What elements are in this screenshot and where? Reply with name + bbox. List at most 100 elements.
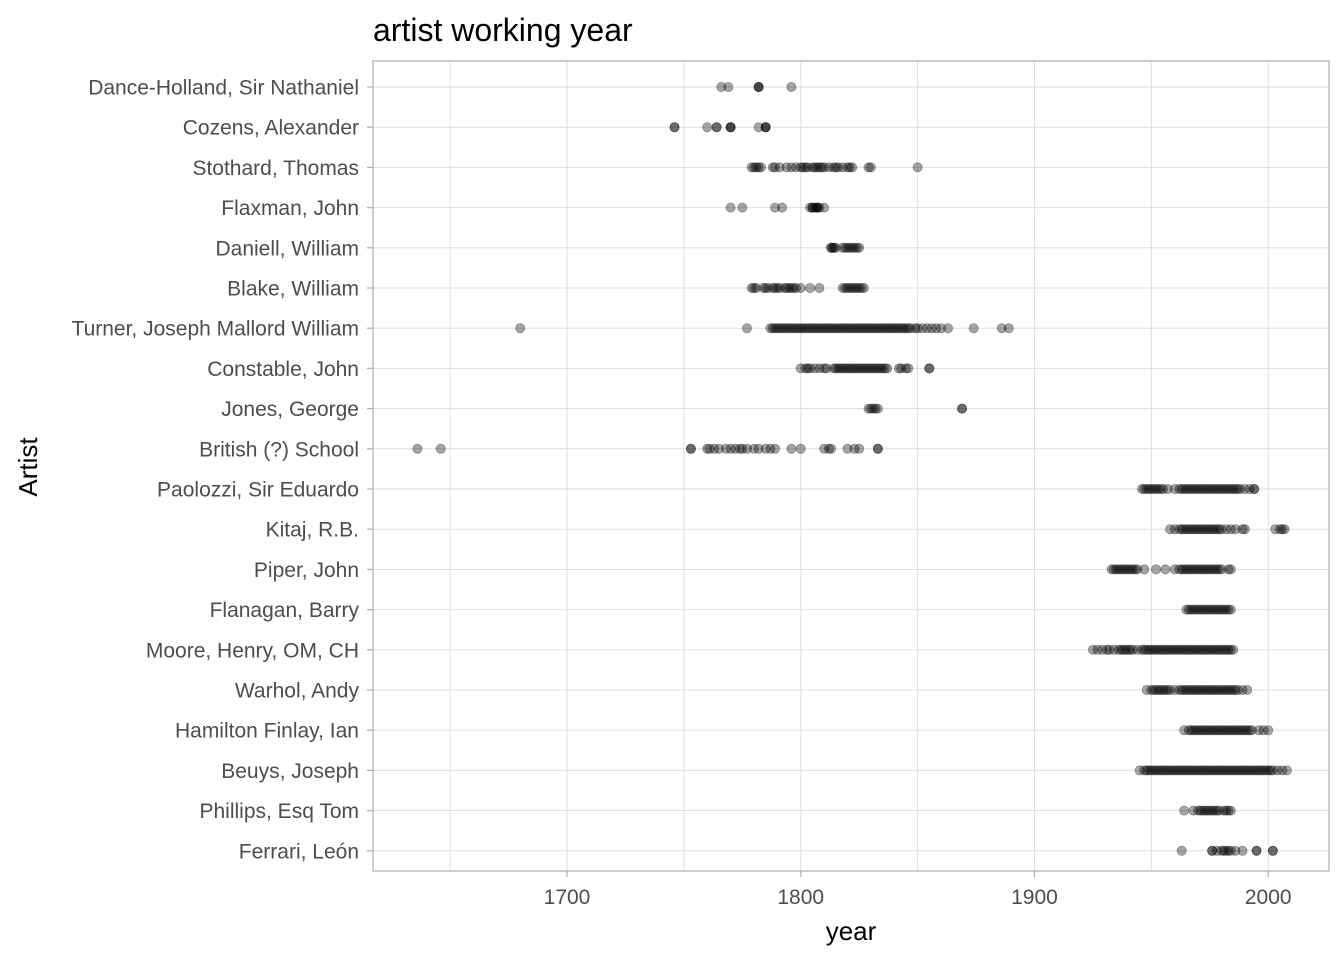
data-point (884, 323, 895, 334)
data-point (1183, 483, 1194, 494)
data-point (669, 122, 680, 133)
data-point (1153, 685, 1164, 696)
data-point (1197, 765, 1208, 776)
data-point (856, 363, 867, 374)
data-point (1214, 805, 1225, 816)
data-point (1272, 765, 1283, 776)
data-point (1225, 765, 1236, 776)
data-point (837, 242, 848, 253)
data-point (1232, 483, 1243, 494)
data-point (800, 363, 811, 374)
data-point (1197, 604, 1208, 615)
data-point (1221, 483, 1232, 494)
data-point (1223, 483, 1234, 494)
data-point (1181, 604, 1192, 615)
data-point (847, 162, 858, 173)
data-point (1132, 564, 1143, 575)
x-tick-label: 2000 (1245, 886, 1292, 909)
data-point (1160, 685, 1171, 696)
data-point (1146, 765, 1157, 776)
data-point (1211, 845, 1222, 856)
data-point (767, 162, 778, 173)
y-tick-label: Moore, Henry, OM, CH (146, 639, 359, 662)
data-point (1216, 483, 1227, 494)
data-point (1148, 483, 1159, 494)
data-point (1141, 483, 1152, 494)
data-point (1181, 524, 1192, 535)
data-point (882, 363, 893, 374)
data-point (1195, 765, 1206, 776)
data-point (1242, 765, 1253, 776)
data-point (760, 122, 771, 133)
data-point (809, 202, 820, 213)
data-point (844, 363, 855, 374)
data-point (725, 122, 736, 133)
data-point (812, 323, 823, 334)
data-point (1211, 564, 1222, 575)
data-point (1162, 644, 1173, 655)
data-point (753, 82, 764, 93)
data-point (716, 82, 727, 93)
data-point (1209, 483, 1220, 494)
data-point (1144, 483, 1155, 494)
data-point (1200, 644, 1211, 655)
data-point (1193, 524, 1204, 535)
data-point (1144, 644, 1155, 655)
data-point (1211, 604, 1222, 615)
data-point (749, 162, 760, 173)
data-point (1174, 644, 1185, 655)
data-point (1165, 765, 1176, 776)
data-point (1176, 483, 1187, 494)
data-point (1186, 483, 1197, 494)
data-point (903, 363, 914, 374)
data-point (1200, 483, 1211, 494)
data-point (844, 162, 855, 173)
data-point (865, 403, 876, 414)
data-point (1197, 564, 1208, 575)
data-point (751, 162, 762, 173)
data-point (1183, 604, 1194, 615)
data-point (1207, 604, 1218, 615)
data-point (1197, 524, 1208, 535)
data-point (830, 242, 841, 253)
data-point (765, 443, 776, 454)
data-point (784, 323, 795, 334)
data-point (1216, 765, 1227, 776)
data-point (786, 162, 797, 173)
data-point (800, 323, 811, 334)
data-point (826, 242, 837, 253)
data-point (1188, 483, 1199, 494)
data-point (830, 363, 841, 374)
data-point (816, 162, 827, 173)
data-point (903, 323, 914, 334)
data-point (802, 162, 813, 173)
data-point (723, 82, 734, 93)
data-point (791, 282, 802, 293)
data-point (1202, 564, 1213, 575)
data-point (1195, 524, 1206, 535)
data-point (814, 202, 825, 213)
data-point (1232, 765, 1243, 776)
y-tick-label: Blake, William (227, 278, 359, 301)
data-point (856, 282, 867, 293)
data-point (1160, 564, 1171, 575)
data-point (1204, 524, 1215, 535)
data-point (770, 443, 781, 454)
data-point (1155, 685, 1166, 696)
data-point (1179, 483, 1190, 494)
data-point (1186, 644, 1197, 655)
data-point (1214, 765, 1225, 776)
data-point (893, 323, 904, 334)
data-point (1097, 644, 1108, 655)
data-point (844, 282, 855, 293)
data-point (1223, 685, 1234, 696)
data-point (844, 323, 855, 334)
data-point (770, 162, 781, 173)
data-point (1181, 685, 1192, 696)
data-point (879, 323, 890, 334)
data-point (1249, 483, 1260, 494)
data-point (1200, 805, 1211, 816)
data-point (685, 443, 696, 454)
y-tick-label: Cozens, Alexander (183, 117, 359, 140)
